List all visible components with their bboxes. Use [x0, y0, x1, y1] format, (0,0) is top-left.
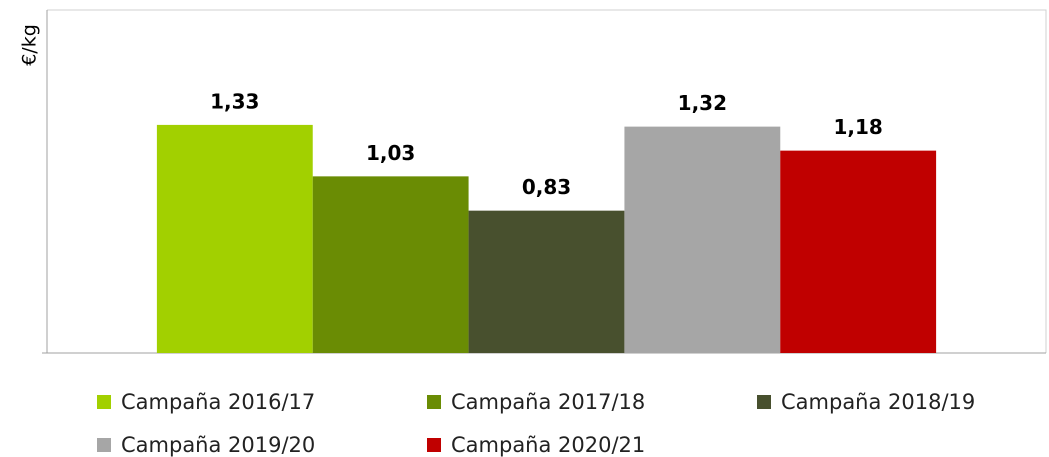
- data-label: 0,83: [522, 175, 571, 199]
- legend-label: Campaña 2019/20: [121, 433, 315, 457]
- legend-label: Campaña 2020/21: [451, 433, 645, 457]
- bar: [468, 210, 625, 353]
- y-axis-label: €/kg: [19, 24, 41, 66]
- legend-swatch: [97, 395, 111, 409]
- data-label: 1,33: [210, 89, 259, 113]
- bar: [156, 124, 313, 353]
- legend-label: Campaña 2018/19: [781, 390, 975, 414]
- legend-swatch: [427, 438, 441, 452]
- legend-swatch: [757, 395, 771, 409]
- bar: [780, 150, 937, 353]
- legend-label: Campaña 2017/18: [451, 390, 645, 414]
- legend-label: Campaña 2016/17: [121, 390, 315, 414]
- bar: [312, 176, 469, 353]
- bar: [624, 126, 781, 354]
- data-label: 1,32: [678, 91, 727, 115]
- legend-swatch: [97, 438, 111, 452]
- plot-frame: [47, 9, 1047, 353]
- legend-swatch: [427, 395, 441, 409]
- data-label: 1,18: [834, 115, 883, 139]
- data-label: 1,03: [366, 141, 415, 165]
